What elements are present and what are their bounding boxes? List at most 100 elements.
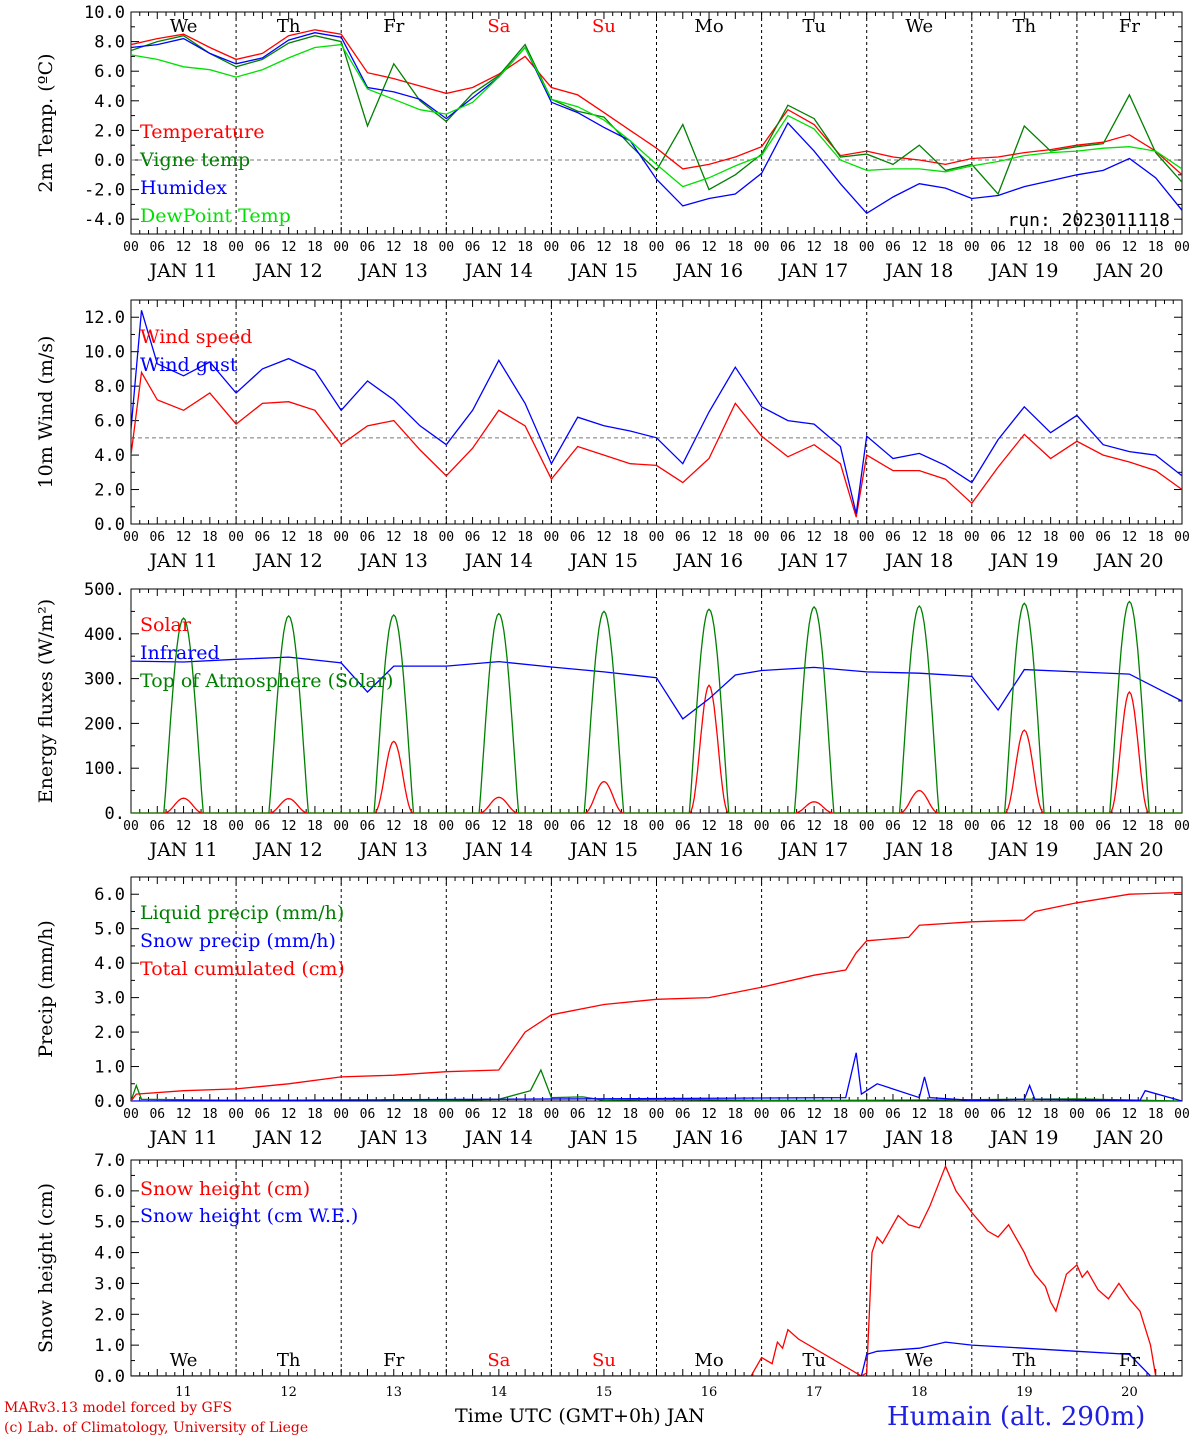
- hour-label: 12: [701, 240, 717, 255]
- y-tick-label: 400.: [84, 625, 125, 645]
- legend-snow-height-cm-: Snow height (cm): [140, 1178, 310, 1200]
- day-label: We: [905, 1350, 933, 1371]
- hour-label: 00: [123, 240, 139, 255]
- hour-label: 12: [1017, 530, 1033, 545]
- day-label: Th: [1013, 1350, 1037, 1371]
- y-tick-label: -4.0: [84, 210, 125, 230]
- day-label: Th: [1013, 16, 1037, 37]
- hour-label: 18: [1148, 530, 1164, 545]
- panel-1: -4.0 -2.0 0.0 2.0 4.0 6.0 8.0 10.0 2m Temp. (ºC)…: [35, 3, 1190, 282]
- hour-label: 00: [438, 819, 454, 834]
- panel-4: 0.0 1.0 2.0 3.0 4.0 5.0 6.0 Precip (mm/h) Liquid…: [35, 876, 1190, 1149]
- series-group: [131, 600, 1182, 813]
- hour-label: 12: [701, 819, 717, 834]
- hour-label: 18: [938, 819, 954, 834]
- y-axis-label: 10m Wind (m/s): [35, 336, 57, 489]
- hour-label: 06: [360, 240, 376, 255]
- hour-label: 18: [833, 819, 849, 834]
- date-label: JAN 18: [883, 550, 953, 572]
- series-line-infrared: [131, 656, 1182, 720]
- date-label: JAN 17: [778, 260, 848, 282]
- hour-label: 12: [596, 819, 612, 834]
- hour-label: 06: [149, 240, 165, 255]
- hour-label: 00: [859, 1107, 875, 1122]
- hour-label: 00: [544, 1107, 560, 1122]
- hour-label: 12: [596, 1107, 612, 1122]
- y-tick-label: 6.0: [94, 62, 125, 82]
- run-annotation: run: 2023011118: [1007, 210, 1170, 231]
- hour-label: 00: [1069, 530, 1085, 545]
- hour-label: 18: [1148, 240, 1164, 255]
- y-axis-label: Precip (mm/h): [35, 920, 57, 1058]
- date-label: JAN 11: [147, 1127, 217, 1149]
- date-label: JAN 13: [358, 550, 428, 572]
- legend-wind-speed: Wind speed: [140, 326, 252, 348]
- series-line-vigne-temp: [131, 35, 1182, 196]
- date-label: JAN 19: [988, 550, 1058, 572]
- hour-label: 18: [938, 240, 954, 255]
- hour-label: 12: [701, 530, 717, 545]
- date-label: JAN 12: [253, 260, 323, 282]
- y-tick-label: 4.0: [94, 954, 125, 974]
- hour-label: 12: [1122, 530, 1138, 545]
- hour-label: 00: [1069, 240, 1085, 255]
- hour-label: 06: [1095, 530, 1111, 545]
- y-tick-label: 4.0: [94, 1244, 125, 1264]
- hour-label: 00: [123, 530, 139, 545]
- hour-label: 06: [1095, 1107, 1111, 1122]
- hour-label: 12: [491, 240, 507, 255]
- y-tick-label: 12.0: [84, 308, 125, 328]
- y-tick-label: 2.0: [94, 1023, 125, 1043]
- hour-label: 18: [622, 1107, 638, 1122]
- hour-label: 06: [885, 240, 901, 255]
- hour-label: 06: [885, 530, 901, 545]
- hour-label: 00: [1174, 240, 1190, 255]
- date-label: JAN 16: [673, 839, 743, 861]
- date-label: JAN 17: [778, 1127, 848, 1149]
- day-label: Sa: [487, 1350, 510, 1371]
- hour-label: 00: [1174, 819, 1190, 834]
- y-tick-label: 300.: [84, 670, 125, 690]
- hour-label: 18: [938, 530, 954, 545]
- y-tick-label: 100.: [84, 759, 125, 779]
- y-tick-label: 2.0: [94, 121, 125, 141]
- series-line-humidex: [131, 32, 1182, 215]
- y-tick-label: 6.0: [94, 1182, 125, 1202]
- date-label: JAN 20: [1093, 550, 1163, 572]
- hour-label: 06: [360, 1107, 376, 1122]
- hour-label: 06: [465, 530, 481, 545]
- hour-label: 06: [990, 819, 1006, 834]
- hour-label: 06: [675, 1107, 691, 1122]
- hour-label: 00: [544, 530, 560, 545]
- hour-label: 12: [806, 240, 822, 255]
- date-label: JAN 18: [883, 839, 953, 861]
- y-tick-label: 1.0: [94, 1336, 125, 1356]
- y-tick-label: 3.0: [94, 1274, 125, 1294]
- hour-label: 06: [255, 240, 271, 255]
- hour-label: 12: [1017, 240, 1033, 255]
- hour-label: 12: [281, 240, 297, 255]
- hour-label: 00: [754, 530, 770, 545]
- date-label: JAN 19: [988, 260, 1058, 282]
- hour-label: 18: [307, 819, 323, 834]
- hour-label: 00: [964, 819, 980, 834]
- hour-label: 18: [202, 240, 218, 255]
- day-label: Fr: [1119, 16, 1140, 37]
- series-line-wind-gust: [131, 310, 1182, 514]
- hour-label: 18: [307, 530, 323, 545]
- hour-label: 06: [780, 240, 796, 255]
- date-label: JAN 14: [463, 1127, 533, 1149]
- hour-label: 00: [123, 1107, 139, 1122]
- hour-label: 06: [570, 819, 586, 834]
- hour-label: 00: [1069, 819, 1085, 834]
- hour-label: 06: [465, 1107, 481, 1122]
- panel-2: 0.0 2.0 4.0 6.0 8.0 10.0 12.0 10m Wind (m/s) Win…: [35, 299, 1190, 572]
- series-line-temperature: [131, 29, 1182, 176]
- hour-label: 06: [675, 530, 691, 545]
- hour-label: 00: [964, 1107, 980, 1122]
- hour-label: 12: [386, 530, 402, 545]
- hour-label: 18: [938, 1107, 954, 1122]
- hour-label: 18: [517, 819, 533, 834]
- hour-label: 12: [386, 819, 402, 834]
- hour-label: 12: [281, 1107, 297, 1122]
